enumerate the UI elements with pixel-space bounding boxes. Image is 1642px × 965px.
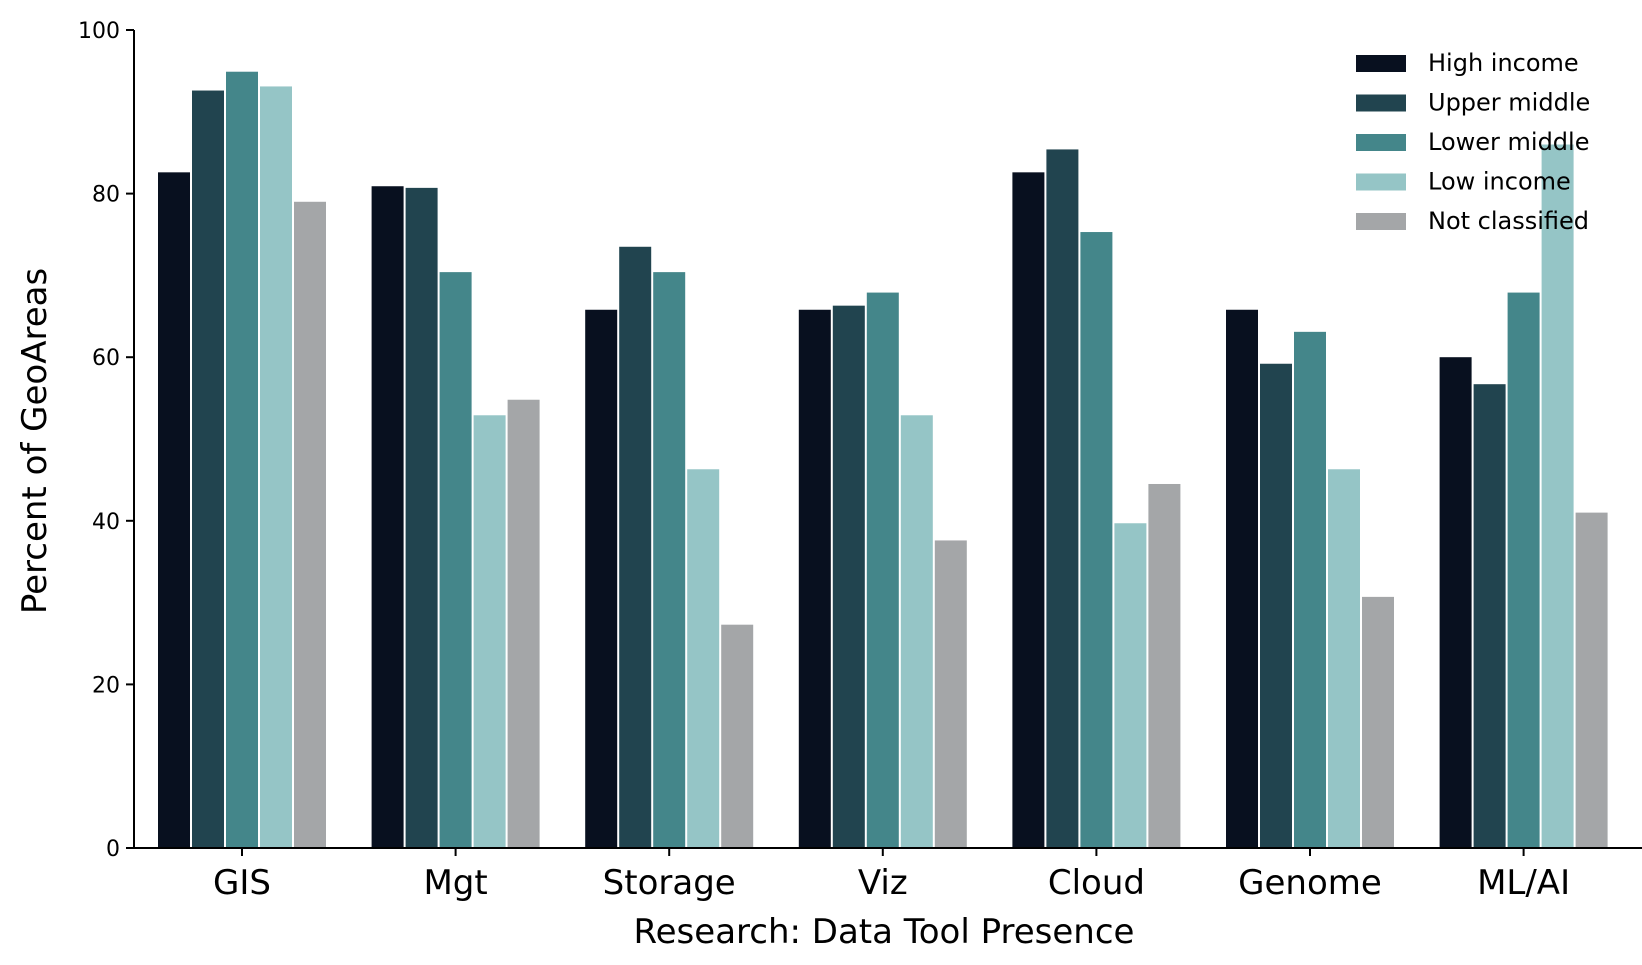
y-tick-label: 0 (106, 837, 120, 862)
bar-mgt-not-classified (507, 399, 540, 848)
x-tick-label-gis: GIS (213, 863, 271, 903)
bar-gis-not-classified (294, 201, 326, 848)
bar-viz-upper-middle (832, 305, 865, 848)
bar-viz-not-classified (934, 540, 967, 848)
bar-cloud-low-income (1114, 523, 1147, 848)
y-tick-label: 40 (92, 510, 120, 535)
bar-ml-ai-low-income (1541, 144, 1574, 848)
bar-gis-high-income (158, 172, 190, 848)
legend-label-upper-middle: Upper middle (1428, 89, 1590, 117)
y-tick-label: 80 (92, 183, 120, 208)
legend-label-high-income: High income (1428, 49, 1579, 77)
x-tick-label-viz: Viz (858, 863, 908, 903)
bar-storage-upper-middle (619, 246, 652, 848)
x-axis-title: Research: Data Tool Presence (634, 912, 1135, 952)
bar-ml-ai-lower-middle (1507, 292, 1540, 848)
x-ticks-group: GIS Mgt Storage Viz Cloud Genome ML/AI (213, 848, 1570, 903)
bar-genome-not-classified (1362, 596, 1394, 848)
bar-cloud-lower-middle (1080, 232, 1113, 848)
bar-gis-upper-middle (192, 90, 224, 849)
bar-ml-ai-high-income (1439, 357, 1472, 848)
bar-ml-ai-upper-middle (1473, 384, 1506, 848)
y-tick-label: 100 (78, 19, 120, 44)
legend-label-lower-middle: Lower middle (1428, 128, 1589, 156)
legend-label-low-income: Low income (1428, 168, 1571, 196)
y-tick-label: 20 (92, 673, 120, 698)
bar-mgt-lower-middle (439, 272, 472, 848)
x-tick-label-mgt: Mgt (423, 863, 487, 903)
x-tick-label-ml-ai: ML/AI (1477, 863, 1570, 903)
x-tick-label-cloud: Cloud (1048, 863, 1145, 903)
bar-viz-lower-middle (866, 292, 899, 848)
bar-storage-not-classified (721, 624, 754, 848)
bar-genome-high-income (1226, 309, 1258, 849)
bar-genome-low-income (1328, 469, 1360, 848)
bar-mgt-high-income (371, 186, 404, 848)
bar-ml-ai-not-classified (1575, 512, 1608, 848)
legend-label-not-classified: Not classified (1428, 207, 1589, 235)
x-tick-label-genome: Genome (1238, 863, 1382, 903)
bar-cloud-upper-middle (1046, 149, 1079, 849)
y-axis-title: Percent of GeoAreas (15, 268, 55, 614)
bar-gis-low-income (260, 86, 292, 848)
bar-mgt-upper-middle (405, 187, 438, 848)
axes-group (133, 30, 1642, 849)
y-tick-label: 60 (92, 346, 120, 371)
bar-storage-low-income (687, 469, 720, 848)
legend-swatch-low-income (1356, 173, 1406, 191)
bar-storage-high-income (585, 309, 618, 849)
x-tick-label-storage: Storage (603, 863, 736, 903)
bar-cloud-not-classified (1148, 483, 1181, 848)
bar-cloud-high-income (1012, 172, 1045, 848)
legend-swatch-upper-middle (1356, 94, 1406, 112)
legend-swatch-high-income (1356, 55, 1406, 72)
bar-genome-lower-middle (1294, 331, 1326, 848)
bar-viz-high-income (798, 309, 831, 849)
bars-group (158, 71, 1608, 849)
bar-viz-low-income (900, 415, 933, 848)
legend: High income Upper middle Lower middle Low i… (1356, 49, 1590, 235)
y-ticks-group: 0 20 40 60 80 100 (78, 19, 134, 862)
bar-genome-upper-middle (1260, 363, 1292, 848)
legend-swatch-lower-middle (1356, 134, 1406, 151)
legend-swatch-not-classified (1356, 213, 1406, 230)
bar-mgt-low-income (473, 415, 506, 848)
bar-gis-lower-middle (226, 71, 258, 848)
bar-storage-lower-middle (653, 272, 686, 848)
